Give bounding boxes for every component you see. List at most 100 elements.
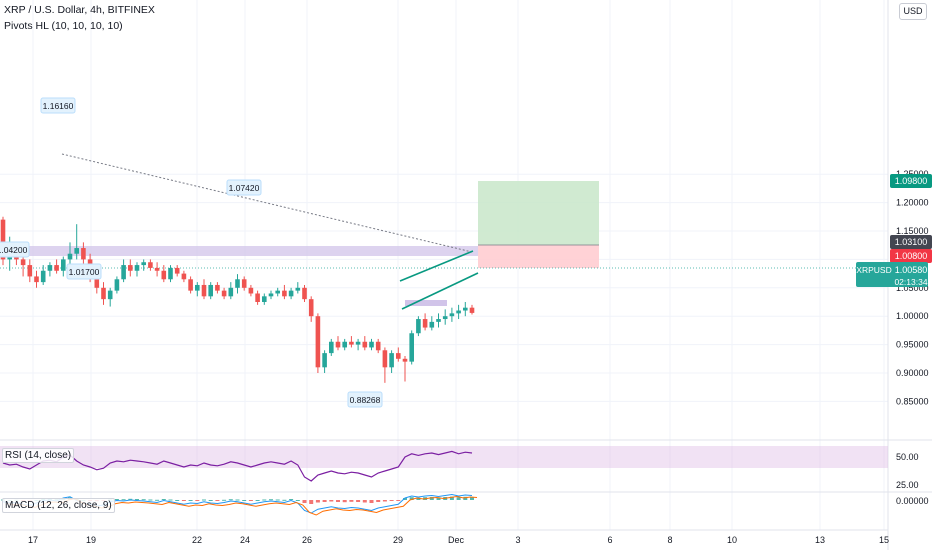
- time-axis-label: 10: [727, 535, 737, 545]
- currency-button[interactable]: USD: [899, 3, 927, 20]
- macd-histogram-bar: [168, 499, 173, 501]
- rsi-band: [0, 446, 888, 468]
- price-axis-label: 1.20000: [896, 198, 929, 208]
- candle-body: [148, 262, 153, 268]
- time-axis-label: 6: [607, 535, 612, 545]
- candle-body: [302, 287, 307, 300]
- candle-body: [121, 265, 126, 280]
- candle-body: [141, 262, 146, 266]
- macd-histogram-bar: [248, 500, 253, 501]
- pivot-high-label: 1.04200: [0, 245, 28, 255]
- candle-body: [375, 341, 381, 351]
- candle-body: [20, 259, 26, 266]
- candle-body: [322, 353, 327, 368]
- macd-histogram-bar: [456, 497, 461, 500]
- target-price: 1.09800: [895, 176, 928, 186]
- candle-body: [429, 321, 435, 328]
- candle-body: [362, 341, 368, 348]
- channel-lower: [401, 272, 479, 310]
- macd-histogram-bar: [376, 500, 381, 502]
- price-axis-label: 0.95000: [896, 340, 929, 350]
- entry-badge: [890, 235, 932, 249]
- candle-body: [335, 341, 341, 348]
- time-axis-label: 26: [302, 535, 312, 545]
- rsi-axis-label: 50.00: [896, 452, 919, 462]
- candle-body: [195, 284, 200, 291]
- macd-histogram-bar: [470, 497, 474, 500]
- pivots-indicator-label[interactable]: Pivots HL (10, 10, 10, 10): [4, 20, 123, 32]
- target-badge: [890, 174, 932, 188]
- candle-body: [27, 265, 33, 277]
- macd-histogram-bar: [309, 500, 314, 504]
- candle-body: [101, 287, 106, 300]
- candle-body: [449, 313, 455, 317]
- macd-histogram-bar: [436, 497, 441, 500]
- macd-histogram-bar: [202, 499, 206, 501]
- macd-histogram-bar: [409, 497, 414, 500]
- time-axis-label: 8: [667, 535, 672, 545]
- macd-histogram-bar: [275, 499, 280, 501]
- candle-body: [282, 290, 287, 297]
- candle-body: [0, 219, 6, 260]
- macd-histogram-bar: [188, 500, 193, 501]
- time-axis-label: 15: [879, 535, 889, 545]
- candle-body: [382, 350, 388, 368]
- stop-zone: [478, 245, 599, 268]
- channel-upper: [399, 250, 474, 282]
- rsi-label[interactable]: RSI (14, close): [2, 448, 75, 463]
- candle-body: [40, 270, 46, 283]
- macd-label[interactable]: MACD (12, 26, close, 9): [2, 498, 115, 513]
- candle-body: [275, 290, 280, 294]
- candle-body: [308, 299, 314, 317]
- candle-body: [47, 265, 53, 271]
- price-axis-label: 1.00000: [896, 311, 929, 321]
- time-axis-label: 17: [28, 535, 38, 545]
- candle-body: [442, 316, 448, 320]
- price-axis-label: 0.85000: [896, 396, 929, 406]
- macd-histogram-bar: [342, 500, 347, 503]
- candle-body: [396, 353, 401, 359]
- pivot-label-box: [226, 179, 262, 196]
- macd-histogram-bar: [463, 496, 468, 500]
- macd-histogram-bar: [269, 499, 273, 501]
- candle-body: [295, 287, 301, 291]
- macd-histogram-bar: [369, 500, 374, 503]
- candle-body: [288, 290, 294, 297]
- candle-body: [215, 284, 220, 291]
- candle-body: [221, 290, 227, 297]
- candle-body: [161, 270, 167, 280]
- macd-histogram-bar: [121, 499, 126, 501]
- candle-body: [67, 253, 73, 260]
- price-axis-label: 0.90000: [896, 368, 929, 378]
- candle-body: [134, 265, 140, 271]
- candle-body: [94, 276, 100, 288]
- macd-histogram-bar: [215, 500, 220, 501]
- macd-histogram-bar: [135, 499, 139, 500]
- macd-histogram-bar: [295, 500, 300, 501]
- candle-body: [355, 341, 361, 345]
- candle-body: [114, 279, 120, 291]
- macd-histogram-bar: [208, 500, 213, 501]
- candle-body: [463, 307, 468, 311]
- macd-histogram-bar: [416, 497, 421, 500]
- symbol-price: 1.00580: [895, 265, 928, 275]
- macd-histogram-bar: [155, 499, 160, 501]
- candle-body: [262, 296, 267, 302]
- macd-histogram-bar: [141, 499, 146, 501]
- candle-body: [128, 265, 133, 271]
- macd-histogram-bar: [114, 499, 119, 500]
- macd-histogram-bar: [389, 500, 394, 501]
- candle-body: [436, 319, 441, 322]
- macd-histogram-bar: [222, 499, 227, 501]
- candle-body: [268, 293, 274, 297]
- pivot-label-box: [66, 263, 102, 280]
- macd-histogram-bar: [349, 500, 354, 502]
- chart-title: XRP / U.S. Dollar, 4h, BITFINEX: [4, 4, 155, 16]
- pivot-label-box: [40, 97, 76, 114]
- macd-histogram-bar: [315, 500, 320, 503]
- macd-histogram-bar: [161, 499, 166, 500]
- symbol-price-badge: [856, 262, 928, 287]
- macd-histogram-bar: [322, 500, 327, 502]
- macd-histogram-bar: [235, 499, 240, 501]
